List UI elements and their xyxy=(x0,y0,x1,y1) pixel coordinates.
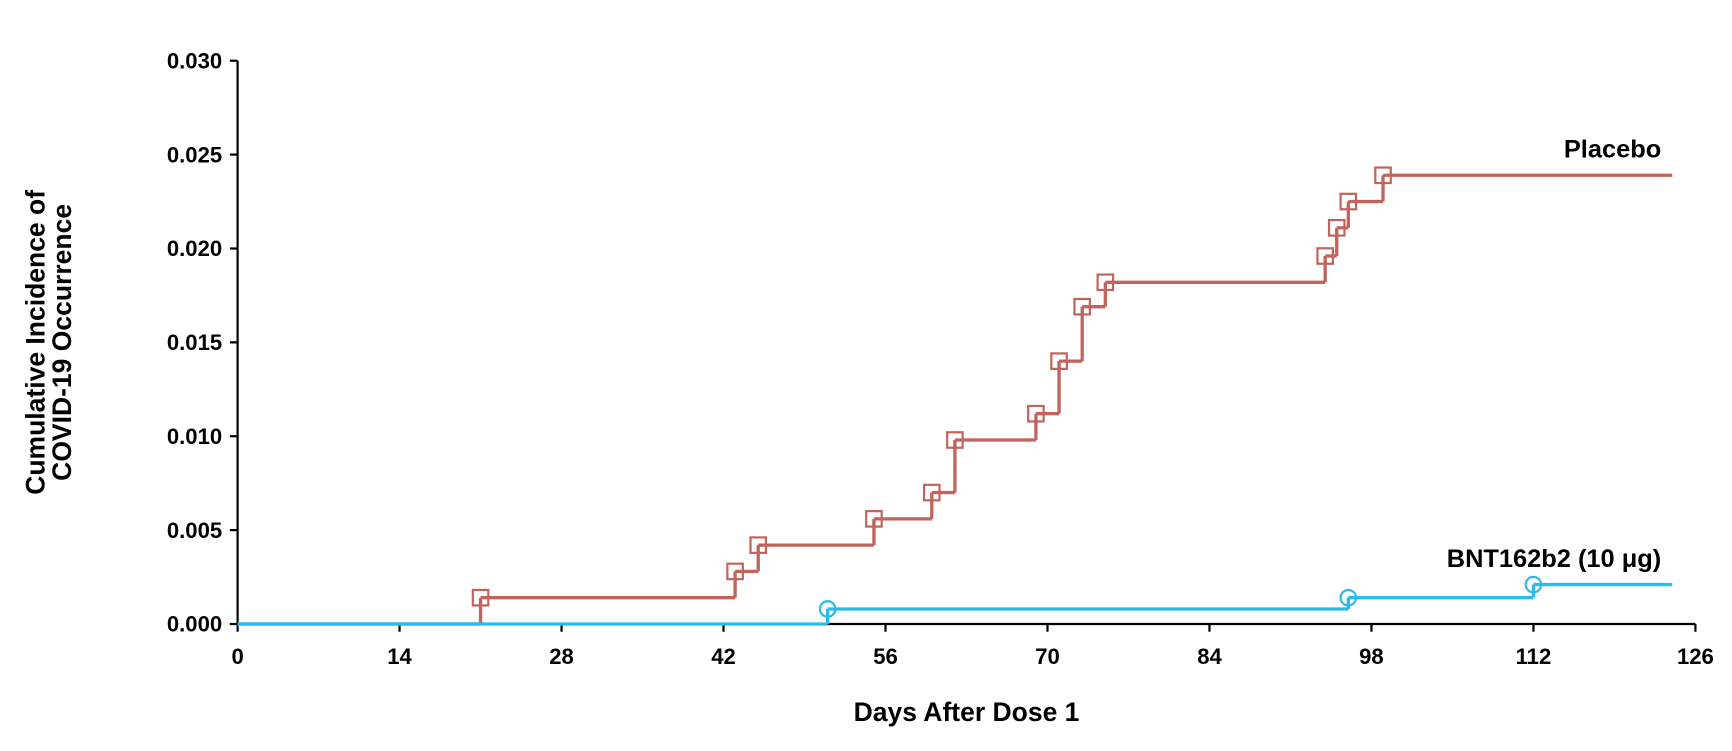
event-marker xyxy=(1327,219,1346,237)
event-marker xyxy=(818,600,837,618)
event-marker xyxy=(1050,352,1068,370)
x-axis-title: Days After Dose 1 xyxy=(854,697,1080,727)
event-marker xyxy=(1316,247,1335,265)
event-marker xyxy=(1524,575,1543,594)
series-label: Placebo xyxy=(1564,136,1661,164)
y-tick-label: 0.025 xyxy=(167,142,222,167)
event-marker xyxy=(1339,588,1358,607)
x-tick-label: 84 xyxy=(1197,644,1222,669)
y-tick-label: 0.010 xyxy=(167,424,222,449)
event-marker xyxy=(946,431,964,449)
event-marker xyxy=(865,510,883,528)
x-tick-label: 112 xyxy=(1516,644,1552,669)
event-marker xyxy=(1374,166,1392,185)
y-tick-label: 0.000 xyxy=(167,612,222,637)
y-axis-title-line: COVID-19 Occurrence xyxy=(47,204,77,481)
x-tick-label: 28 xyxy=(549,644,574,669)
event-marker xyxy=(749,536,768,554)
event-marker xyxy=(471,588,490,607)
y-tick-label: 0.020 xyxy=(167,236,222,261)
event-marker xyxy=(1073,297,1092,316)
y-axis-title: Cumulative Incidence of COVID-19 Occurre… xyxy=(20,190,77,495)
x-tick-label: 0 xyxy=(231,644,243,669)
event-marker xyxy=(1027,404,1045,423)
x-tick-label: 126 xyxy=(1677,644,1714,669)
y-axis-title-line: Cumulative Incidence of xyxy=(20,190,50,495)
x-tick-label: 42 xyxy=(711,644,736,669)
y-tick-label: 0.015 xyxy=(167,330,222,355)
event-marker xyxy=(922,483,941,502)
series-label: BNT162b2 (10 μg) xyxy=(1447,545,1661,573)
x-tick-label: 56 xyxy=(873,644,898,669)
x-tick-label: 70 xyxy=(1035,644,1060,669)
y-tick-label: 0.030 xyxy=(167,48,222,73)
x-tick-label: 14 xyxy=(387,644,412,669)
event-marker xyxy=(1339,192,1358,211)
event-marker xyxy=(726,562,744,581)
y-tick-label: 0.005 xyxy=(167,518,222,543)
event-marker xyxy=(1096,273,1115,292)
x-tick-label: 98 xyxy=(1359,644,1384,669)
